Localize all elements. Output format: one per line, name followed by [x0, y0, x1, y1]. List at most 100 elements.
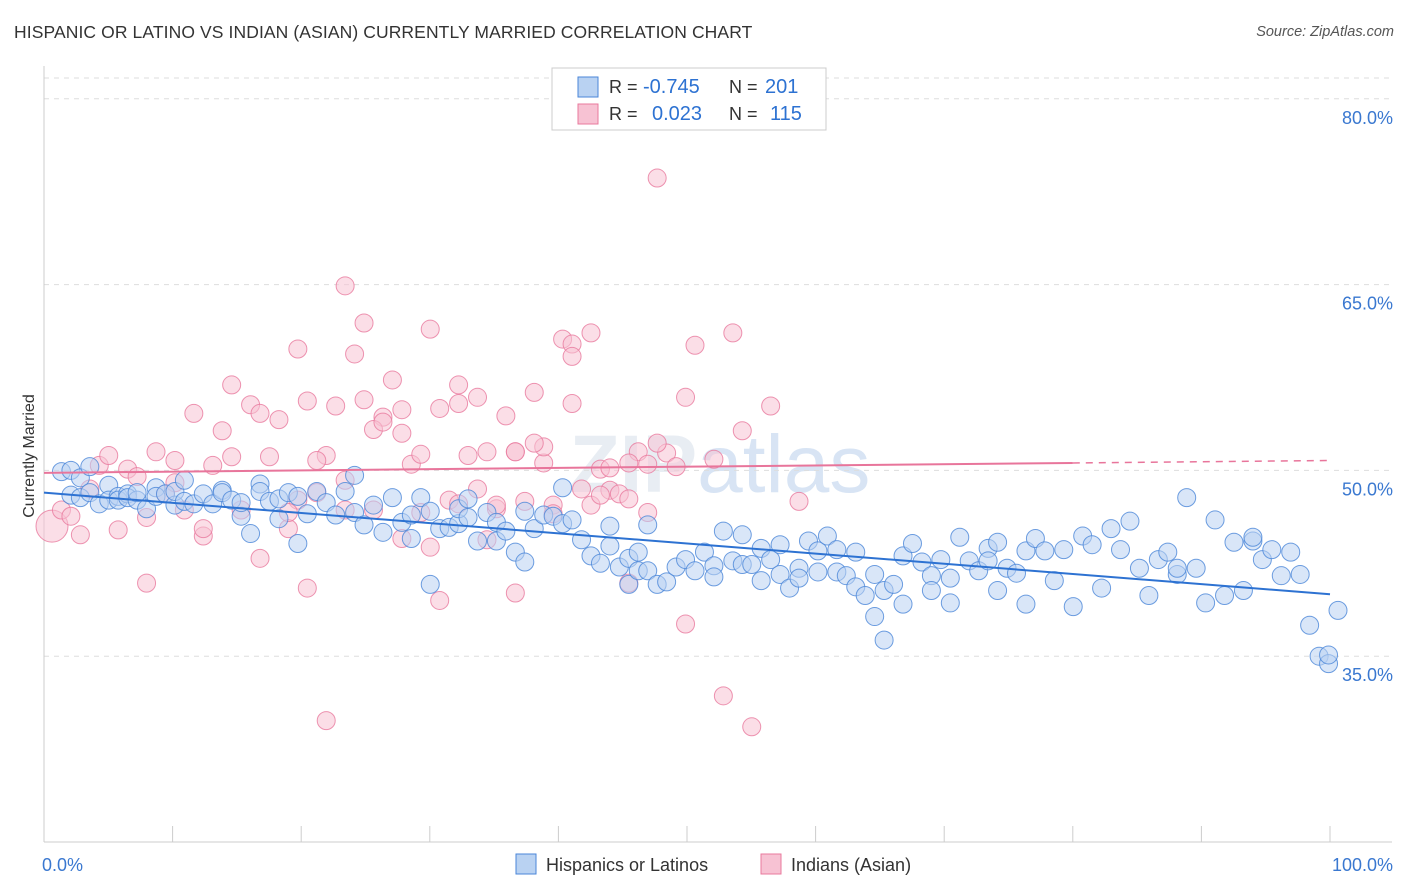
pink-point-93 [288, 339, 308, 359]
blue-point-95 [694, 542, 714, 562]
trend-lines [43, 459, 1331, 596]
chart-title: HISPANIC OR LATINO VS INDIAN (ASIAN) CUR… [14, 22, 753, 42]
blue-point-70 [515, 501, 535, 521]
blue-point-128 [902, 533, 922, 553]
pink-point-37 [392, 423, 412, 443]
blue-point-139 [978, 551, 998, 571]
blue-point-157 [1129, 558, 1149, 578]
blue-point-106 [770, 564, 790, 584]
blue-point-107 [770, 535, 790, 555]
trend-line-indians-dashed [1072, 459, 1331, 464]
blue-point-122 [865, 607, 885, 627]
blue-point-166 [1205, 510, 1225, 530]
stats-n-label-pink: N = [729, 104, 758, 124]
blue-point-114 [817, 526, 837, 546]
stats-n-label-blue: N = [729, 77, 758, 97]
y-tick-label-3: 80.0% [1342, 108, 1393, 128]
blue-point-32 [241, 524, 261, 544]
pink-point-67 [676, 614, 696, 634]
pink-point-22 [250, 403, 270, 423]
legend-label-hispanics: Hispanics or Latinos [546, 855, 708, 875]
blue-point-62 [458, 489, 478, 509]
pink-point-63 [638, 454, 658, 474]
pink-point-68 [685, 335, 705, 355]
blue-point-48 [354, 515, 374, 535]
legend-swatch-indians [760, 853, 782, 875]
pink-point-64 [647, 168, 667, 188]
blue-point-174 [1271, 566, 1291, 586]
blue-point-88 [638, 515, 658, 535]
y-tick-label-0: 35.0% [1342, 665, 1393, 685]
chart-source: Source: ZipAtlas.com [1256, 24, 1394, 40]
blue-point-100 [732, 525, 752, 545]
blue-point-68 [496, 521, 516, 541]
blue-point-127 [893, 594, 913, 614]
trend-line-indians [43, 461, 1073, 474]
pink-point-32 [345, 344, 365, 364]
y-tick-label-2: 65.0% [1342, 294, 1393, 314]
pink-point-40 [420, 319, 440, 339]
blue-point-104 [751, 571, 771, 591]
axes [43, 66, 1392, 843]
blue-point-49 [364, 495, 383, 515]
stats-swatch-pink [577, 103, 599, 125]
pink-point-30 [326, 396, 346, 416]
pink-point-108 [562, 346, 582, 366]
blue-point-91 [657, 572, 677, 592]
blue-point-22 [174, 470, 194, 490]
stats-n-value-blue: 201 [765, 76, 798, 98]
blue-point-154 [1101, 519, 1121, 539]
x-tick-label-0: 0.0% [42, 855, 83, 875]
legend-swatch-hispanics [515, 853, 537, 875]
pink-point-91 [761, 396, 781, 416]
pink-point-61 [619, 489, 639, 509]
stats-r-label-blue: R = [609, 77, 638, 97]
pink-point-27 [297, 391, 317, 411]
pink-point-114 [742, 717, 762, 737]
pink-point-98 [373, 412, 393, 432]
blue-point-156 [1120, 511, 1140, 531]
blue-point-175 [1281, 542, 1301, 562]
pink-point-13 [165, 450, 185, 470]
pink-point-3 [70, 525, 90, 545]
blue-point-180 [1319, 645, 1339, 665]
pink-point-101 [430, 590, 450, 610]
blue-point-75 [553, 478, 573, 498]
blue-point-89 [638, 561, 658, 581]
x-tick-label-1: 100.0% [1332, 855, 1393, 875]
pink-point-72 [222, 447, 242, 467]
stats-n-value-pink: 115 [770, 103, 802, 125]
blue-point-125 [884, 574, 904, 594]
blue-point-155 [1111, 540, 1131, 560]
stats-r-value-blue: -0.745 [643, 76, 700, 98]
blue-point-78 [572, 530, 592, 550]
blue-point-71 [515, 552, 535, 572]
blue-point-102 [742, 555, 762, 575]
blue-point-163 [1177, 488, 1197, 508]
blue-point-140 [988, 581, 1008, 601]
blue-point-50 [373, 522, 393, 542]
blue-point-168 [1224, 532, 1244, 552]
blue-point-167 [1215, 585, 1235, 605]
blue-point-164 [1186, 558, 1206, 578]
blue-point-63 [458, 507, 478, 527]
blue-point-120 [855, 585, 875, 605]
pink-point-105 [505, 442, 525, 462]
pink-point-79 [420, 537, 440, 557]
stats-swatch-blue [577, 76, 599, 98]
pink-point-106 [524, 433, 544, 453]
blue-point-97 [704, 567, 724, 587]
pink-point-90 [732, 421, 752, 441]
blue-point-150 [1063, 597, 1083, 617]
pink-point-7 [108, 520, 128, 540]
pink-point-52 [534, 453, 554, 473]
pink-point-18 [212, 421, 232, 441]
blue-point-40 [288, 533, 308, 553]
pink-point-41 [430, 398, 450, 418]
pink-point-36 [382, 370, 402, 390]
blue-point-86 [628, 542, 648, 562]
blue-point-147 [1035, 541, 1055, 561]
blue-point-133 [940, 568, 960, 588]
blue-point-110 [789, 568, 809, 588]
blue-point-39 [288, 486, 308, 506]
